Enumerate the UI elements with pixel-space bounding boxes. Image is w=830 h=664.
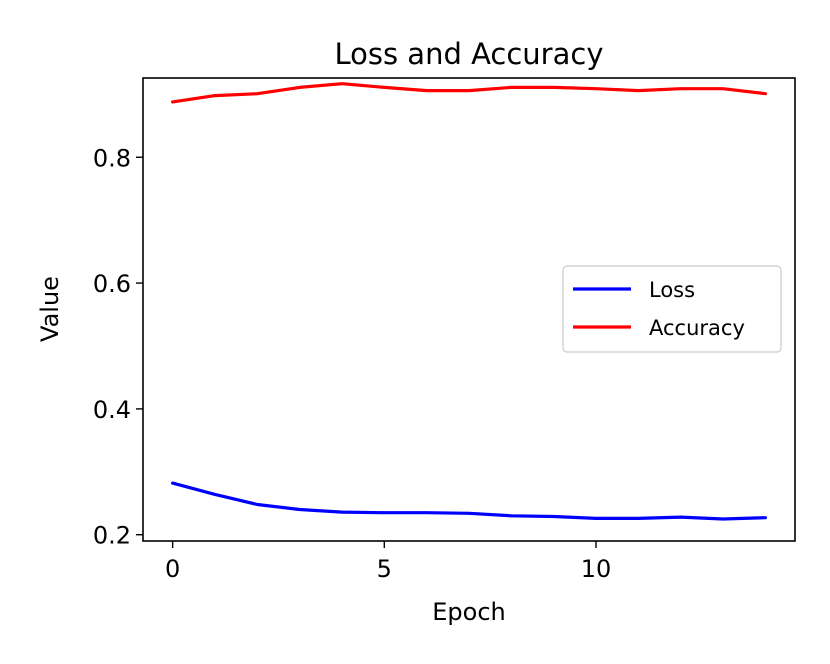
y-tick-label: 0.2: [93, 522, 131, 550]
chart-title: Loss and Accuracy: [334, 37, 603, 71]
legend: Loss Accuracy: [562, 265, 782, 353]
y-tick-label: 0.4: [93, 396, 131, 424]
series-line-accuracy: [171, 82, 768, 104]
legend-label-loss: Loss: [649, 278, 695, 302]
y-tick-label: 0.8: [93, 144, 131, 172]
axes-frame: [142, 77, 796, 542]
x-tick-label: 0: [165, 555, 180, 583]
series-line-loss: [171, 481, 768, 521]
x-tick-label: 5: [377, 555, 392, 583]
plot-area: [171, 82, 768, 521]
legend-label-accuracy: Accuracy: [649, 316, 745, 340]
x-axis-label: Epoch: [432, 598, 506, 626]
y-axis-label: Value: [36, 276, 64, 342]
x-tick-label: 10: [581, 555, 612, 583]
y-tick-label: 0.6: [93, 270, 131, 298]
